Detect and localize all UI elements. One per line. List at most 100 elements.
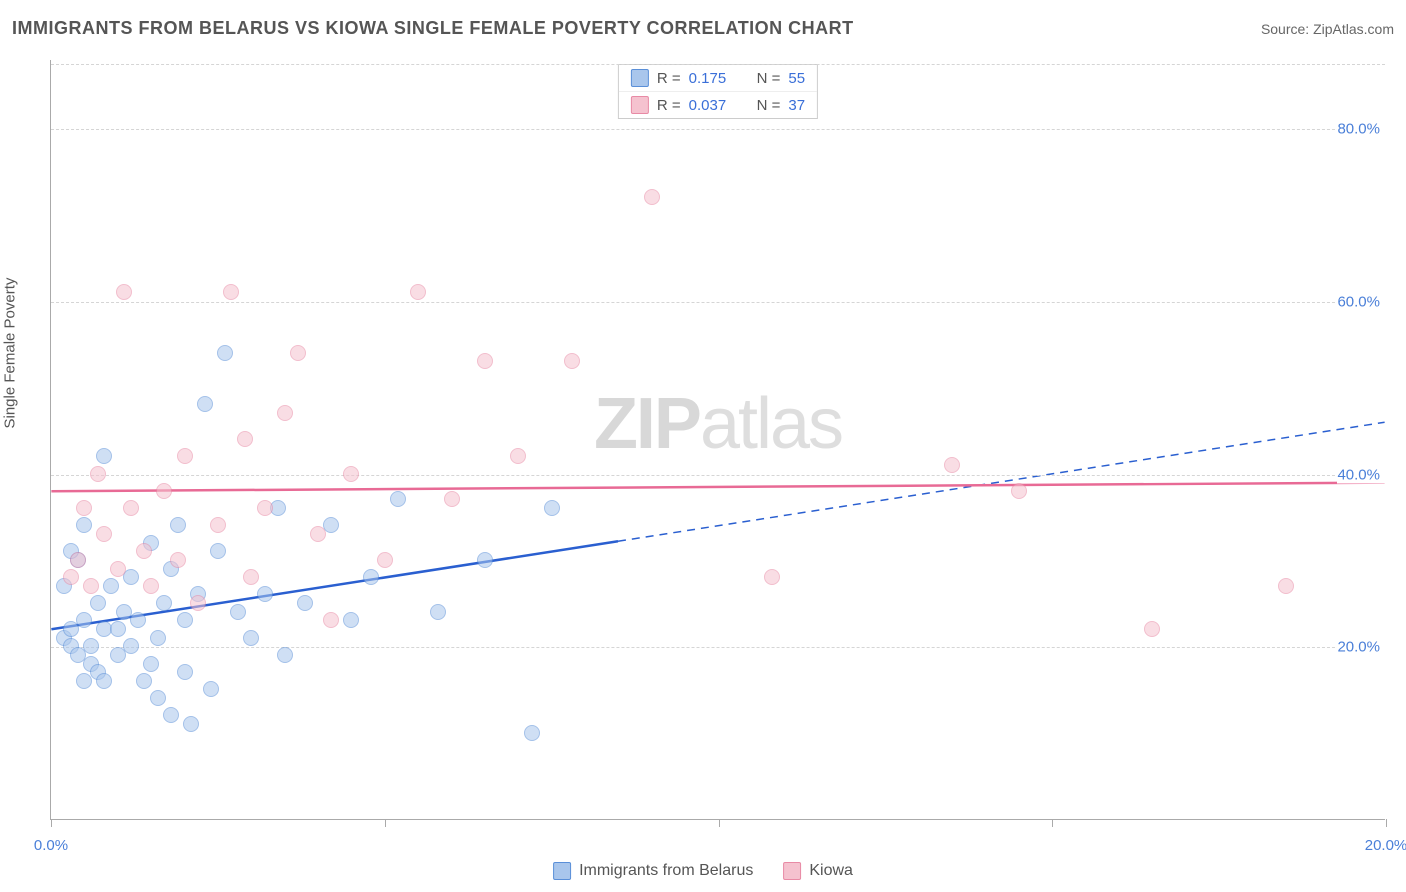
x-tick xyxy=(1386,819,1387,827)
legend-swatch xyxy=(631,69,649,87)
data-point xyxy=(76,612,92,628)
gridline-h xyxy=(51,302,1385,303)
data-point xyxy=(110,561,126,577)
data-point xyxy=(177,448,193,464)
trend-line-dashed xyxy=(618,422,1385,541)
data-point xyxy=(277,405,293,421)
legend-stats-row: R =0.175N =55 xyxy=(619,65,817,91)
data-point xyxy=(90,595,106,611)
watermark-zip: ZIP xyxy=(594,384,700,464)
data-point xyxy=(90,466,106,482)
data-point xyxy=(156,595,172,611)
data-point xyxy=(237,431,253,447)
n-value: 55 xyxy=(788,70,805,87)
data-point xyxy=(1011,483,1027,499)
y-axis-label: Single Female Poverty xyxy=(2,278,19,429)
source-label: Source: xyxy=(1261,21,1313,37)
legend-bottom: Immigrants from Belarus Kiowa xyxy=(553,862,853,880)
data-point xyxy=(343,612,359,628)
data-point xyxy=(390,491,406,507)
data-point xyxy=(277,647,293,663)
data-point xyxy=(197,396,213,412)
data-point xyxy=(377,552,393,568)
r-value: 0.037 xyxy=(689,97,739,114)
legend-item: Kiowa xyxy=(783,862,853,880)
y-tick-label: 40.0% xyxy=(1337,466,1390,483)
data-point xyxy=(177,612,193,628)
data-point xyxy=(136,673,152,689)
data-point xyxy=(130,612,146,628)
data-point xyxy=(210,543,226,559)
data-point xyxy=(510,448,526,464)
legend-item: Immigrants from Belarus xyxy=(553,862,753,880)
legend-swatch xyxy=(553,862,571,880)
data-point xyxy=(410,284,426,300)
data-point xyxy=(63,569,79,585)
data-point xyxy=(190,595,206,611)
data-point xyxy=(156,483,172,499)
n-label: N = xyxy=(757,70,781,87)
data-point xyxy=(430,604,446,620)
source-attribution: Source: ZipAtlas.com xyxy=(1261,21,1394,37)
legend-swatch xyxy=(631,96,649,114)
data-point xyxy=(123,638,139,654)
data-point xyxy=(123,569,139,585)
data-point xyxy=(524,725,540,741)
data-point xyxy=(143,656,159,672)
x-tick xyxy=(385,819,386,827)
x-tick-label: 0.0% xyxy=(34,837,68,854)
n-label: N = xyxy=(757,97,781,114)
legend-label: Immigrants from Belarus xyxy=(579,862,753,880)
data-point xyxy=(96,448,112,464)
data-point xyxy=(70,552,86,568)
data-point xyxy=(290,345,306,361)
data-point xyxy=(257,586,273,602)
data-point xyxy=(297,595,313,611)
data-point xyxy=(170,552,186,568)
x-tick xyxy=(719,819,720,827)
data-point xyxy=(564,353,580,369)
source-value: ZipAtlas.com xyxy=(1313,21,1394,37)
data-point xyxy=(323,612,339,628)
data-point xyxy=(177,664,193,680)
data-point xyxy=(83,578,99,594)
data-point xyxy=(1144,621,1160,637)
data-point xyxy=(96,526,112,542)
x-tick-label: 20.0% xyxy=(1365,837,1406,854)
data-point xyxy=(343,466,359,482)
legend-label: Kiowa xyxy=(809,862,853,880)
data-point xyxy=(150,690,166,706)
watermark: ZIPatlas xyxy=(594,383,842,465)
y-tick-label: 60.0% xyxy=(1337,293,1390,310)
data-point xyxy=(76,517,92,533)
data-point xyxy=(243,569,259,585)
data-point xyxy=(257,500,273,516)
data-point xyxy=(83,638,99,654)
data-point xyxy=(96,673,112,689)
data-point xyxy=(76,500,92,516)
legend-swatch xyxy=(783,862,801,880)
n-value: 37 xyxy=(788,97,805,114)
data-point xyxy=(203,681,219,697)
chart-title: IMMIGRANTS FROM BELARUS VS KIOWA SINGLE … xyxy=(12,18,854,39)
data-point xyxy=(150,630,166,646)
data-point xyxy=(243,630,259,646)
data-point xyxy=(310,526,326,542)
r-label: R = xyxy=(657,70,681,87)
data-point xyxy=(103,578,119,594)
data-point xyxy=(477,353,493,369)
plot-area: ZIPatlas R =0.175N =55R =0.037N =37 20.0… xyxy=(50,60,1385,820)
data-point xyxy=(1278,578,1294,594)
gridline-h xyxy=(51,129,1385,130)
y-tick-label: 20.0% xyxy=(1337,639,1390,656)
data-point xyxy=(183,716,199,732)
data-point xyxy=(944,457,960,473)
y-tick-label: 80.0% xyxy=(1337,121,1390,138)
data-point xyxy=(444,491,460,507)
trend-line xyxy=(51,483,1384,492)
data-point xyxy=(363,569,379,585)
data-point xyxy=(123,500,139,516)
data-point xyxy=(136,543,152,559)
watermark-atlas: atlas xyxy=(700,384,842,464)
data-point xyxy=(76,673,92,689)
